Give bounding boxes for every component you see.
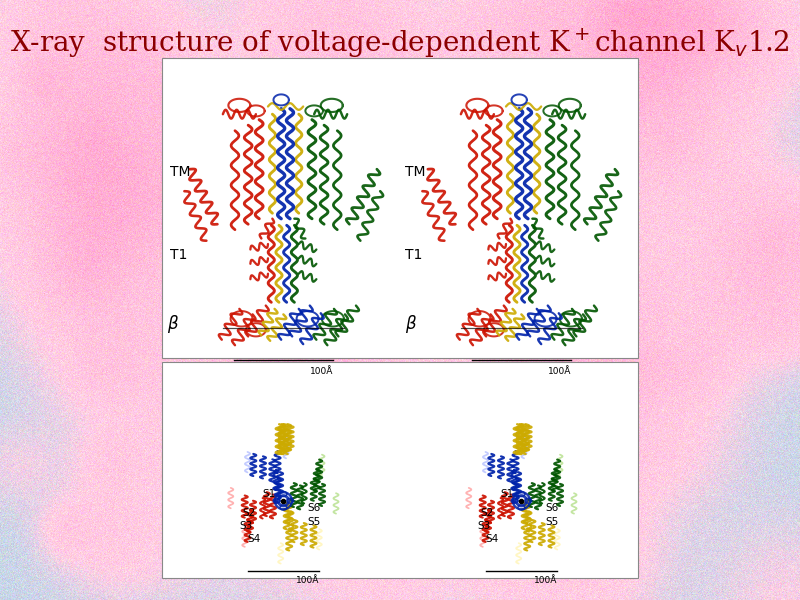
Text: T1: T1 [405,248,422,262]
Text: 100Å: 100Å [547,367,571,376]
Text: S6: S6 [307,503,321,512]
Text: S5: S5 [545,517,558,527]
Text: S3: S3 [477,521,490,531]
Text: β: β [405,316,416,334]
Text: T1: T1 [170,248,187,262]
Text: S3: S3 [239,521,253,531]
Text: S6: S6 [545,503,558,512]
Text: β: β [167,316,178,334]
Text: S4: S4 [486,534,499,544]
Text: S1: S1 [500,489,514,499]
Text: 100Å: 100Å [534,575,557,584]
Text: X-ray  structure of voltage-dependent K$^+$channel K$_v$1.2: X-ray structure of voltage-dependent K$^… [10,26,790,60]
Text: S4: S4 [248,534,261,544]
Text: 100Å: 100Å [296,575,319,584]
Bar [162,362,638,578]
Text: TM: TM [405,166,426,179]
Text: TM: TM [170,166,190,179]
Text: S1: S1 [262,489,275,499]
Bar [162,58,638,358]
Text: S2: S2 [242,509,256,518]
Text: 100Å: 100Å [310,367,333,376]
Text: S5: S5 [307,517,321,527]
Text: S2: S2 [481,509,494,518]
